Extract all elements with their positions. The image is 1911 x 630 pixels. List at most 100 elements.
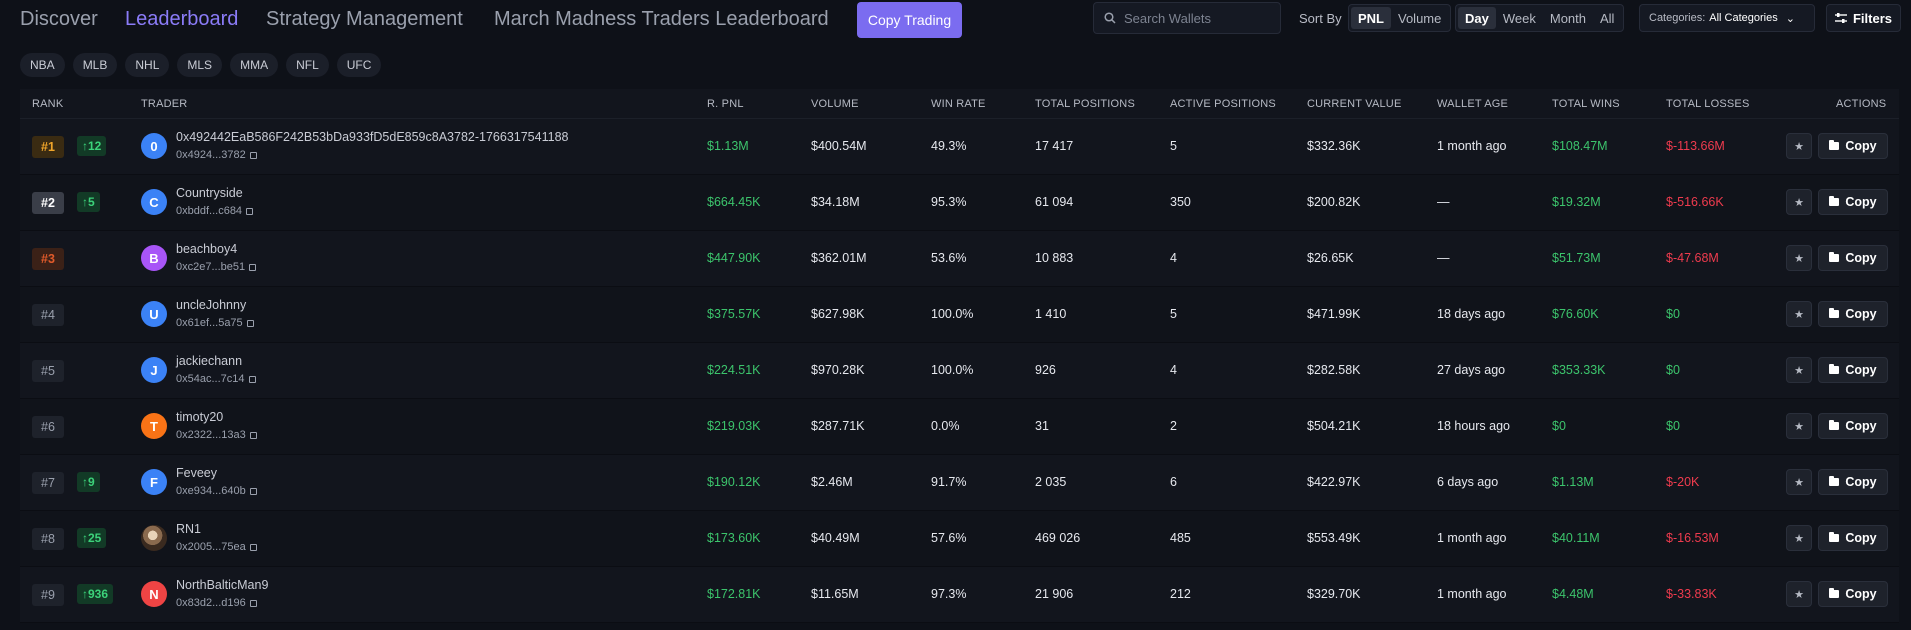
period-week-button[interactable]: Week	[1502, 10, 1536, 26]
sort-volume-button[interactable]: Volume	[1398, 10, 1442, 26]
table-row[interactable]: #7 ↑9 F Feveey 0xe934...640b $190.12K $2…	[20, 455, 1899, 511]
chip-mls[interactable]: MLS	[177, 53, 223, 77]
avatar[interactable]: T	[141, 413, 167, 439]
copy-button[interactable]: Copy	[1818, 133, 1888, 159]
pnl-value: $375.57K	[707, 307, 761, 321]
avatar[interactable]: N	[141, 581, 167, 607]
trader-name[interactable]: Feveey	[176, 466, 217, 480]
table-row[interactable]: #9 ↑936 N NorthBalticMan9 0x83d2...d196 …	[20, 567, 1899, 623]
address-text: 0x61ef...5a75	[176, 317, 243, 329]
copy-button[interactable]: Copy	[1818, 189, 1888, 215]
period-all-button[interactable]: All	[1600, 10, 1615, 26]
avatar[interactable]: 0	[141, 133, 167, 159]
win-rate-value: 0.0%	[931, 419, 960, 433]
chip-mma[interactable]: MMA	[230, 53, 279, 77]
star-icon[interactable]: ★	[1786, 525, 1812, 551]
copy-icon[interactable]	[249, 487, 257, 495]
col-r-pnl[interactable]: R. PNL	[707, 98, 744, 110]
col-volume[interactable]: Volume	[811, 98, 859, 110]
chip-nba[interactable]: NBA	[20, 53, 65, 77]
folder-icon	[1829, 140, 1840, 150]
avatar[interactable]	[141, 525, 167, 551]
copy-button[interactable]: Copy	[1818, 581, 1888, 607]
chip-mlb[interactable]: MLB	[72, 53, 118, 77]
copy-icon[interactable]	[249, 543, 257, 551]
copy-icon[interactable]	[249, 263, 257, 271]
total-losses-value: $0	[1666, 363, 1680, 377]
chevron-down-icon: ⌄	[1785, 12, 1795, 25]
win-rate-value: 100.0%	[931, 307, 974, 321]
address-text: 0xe934...640b	[176, 485, 246, 497]
trader-name[interactable]: RN1	[176, 522, 202, 536]
trader-address: 0xbddf...c684	[176, 205, 254, 217]
star-icon[interactable]: ★	[1786, 245, 1812, 271]
trader-name[interactable]: beachboy4	[176, 242, 238, 256]
copy-button[interactable]: Copy	[1818, 525, 1888, 551]
total-losses-value: $0	[1666, 307, 1680, 321]
search-input[interactable]	[1124, 10, 1274, 26]
folder-icon	[1829, 196, 1840, 206]
table-row[interactable]: #2 ↑5 C Countryside 0xbddf...c684 $664.4…	[20, 175, 1899, 231]
table-row[interactable]: #8 ↑25 RN1 0x2005...75ea $173.60K $40.49…	[20, 511, 1899, 567]
copy-button[interactable]: Copy	[1818, 245, 1888, 271]
col-trader[interactable]: Trader	[141, 98, 188, 110]
chip-nfl[interactable]: NFL	[286, 53, 329, 77]
avatar[interactable]: J	[141, 357, 167, 383]
period-day-button[interactable]: Day	[1458, 7, 1496, 29]
sort-by-label: Sort By	[1299, 11, 1342, 26]
table-row[interactable]: #1 ↑12 0 0x492442EaB586F242B53bDa933fD5d…	[20, 119, 1899, 175]
sort-pnl-button[interactable]: PNL	[1351, 7, 1391, 29]
star-icon[interactable]: ★	[1786, 469, 1812, 495]
trader-name[interactable]: timoty20	[176, 410, 224, 424]
avatar[interactable]: F	[141, 469, 167, 495]
nav-strategy-management[interactable]: Strategy Management	[266, 8, 463, 30]
chip-nhl[interactable]: NHL	[125, 53, 170, 77]
copy-icon[interactable]	[246, 207, 254, 215]
categories-dropdown[interactable]: Categories: All Categories ⌄	[1639, 4, 1815, 32]
table-row[interactable]: #3 B beachboy4 0xc2e7...be51 $447.90K $3…	[20, 231, 1899, 287]
star-icon[interactable]: ★	[1786, 189, 1812, 215]
avatar[interactable]: B	[141, 245, 167, 271]
copy-icon[interactable]	[249, 599, 257, 607]
nav-leaderboard[interactable]: Leaderboard	[125, 8, 239, 30]
trader-name[interactable]: jackiechann	[176, 354, 243, 368]
copy-button[interactable]: Copy	[1818, 413, 1888, 439]
filters-button[interactable]: Filters	[1826, 4, 1901, 32]
trader-name[interactable]: uncleJohnny	[176, 298, 247, 312]
copy-button[interactable]: Copy	[1818, 357, 1888, 383]
trader-address: 0x2322...13a3	[176, 429, 257, 441]
col-win-rate[interactable]: Win Rate	[931, 98, 986, 110]
period-month-button[interactable]: Month	[1549, 10, 1586, 26]
star-icon[interactable]: ★	[1786, 357, 1812, 383]
search-box[interactable]	[1093, 2, 1281, 34]
nav-march-madness-leaderboard[interactable]: March Madness Traders Leaderboard	[494, 8, 829, 30]
col-active-positions[interactable]: Active Positions	[1170, 98, 1276, 110]
copy-trading-button[interactable]: Copy Trading	[857, 2, 962, 38]
avatar[interactable]: U	[141, 301, 167, 327]
trader-name[interactable]: NorthBalticMan9	[176, 578, 269, 592]
star-icon[interactable]: ★	[1786, 581, 1812, 607]
col-total-wins[interactable]: Total Wins	[1552, 98, 1620, 110]
copy-icon[interactable]	[249, 431, 257, 439]
copy-button[interactable]: Copy	[1818, 301, 1888, 327]
copy-icon[interactable]	[249, 151, 257, 159]
star-icon[interactable]: ★	[1786, 301, 1812, 327]
table-row[interactable]: #5 J jackiechann 0x54ac...7c14 $224.51K …	[20, 343, 1899, 399]
table-row[interactable]: #4 U uncleJohnny 0x61ef...5a75 $375.57K …	[20, 287, 1899, 343]
avatar[interactable]: C	[141, 189, 167, 215]
col-wallet-age[interactable]: Wallet Age	[1437, 98, 1509, 110]
trader-name[interactable]: 0x492442EaB586F242B53bDa933fD5dE859c8A37…	[176, 130, 569, 144]
copy-icon[interactable]	[248, 375, 256, 383]
col-rank[interactable]: Rank	[32, 98, 64, 110]
copy-icon[interactable]	[246, 319, 254, 327]
star-icon[interactable]: ★	[1786, 413, 1812, 439]
star-icon[interactable]: ★	[1786, 133, 1812, 159]
trader-name[interactable]: Countryside	[176, 186, 243, 200]
nav-discover[interactable]: Discover	[20, 8, 98, 30]
copy-button[interactable]: Copy	[1818, 469, 1888, 495]
col-total-positions[interactable]: Total Positions	[1035, 98, 1135, 110]
col-current-value[interactable]: Current Value	[1307, 98, 1402, 110]
table-row[interactable]: #6 T timoty20 0x2322...13a3 $219.03K $28…	[20, 399, 1899, 455]
col-total-losses[interactable]: Total Losses	[1666, 98, 1750, 110]
chip-ufc[interactable]: UFC	[336, 53, 382, 77]
